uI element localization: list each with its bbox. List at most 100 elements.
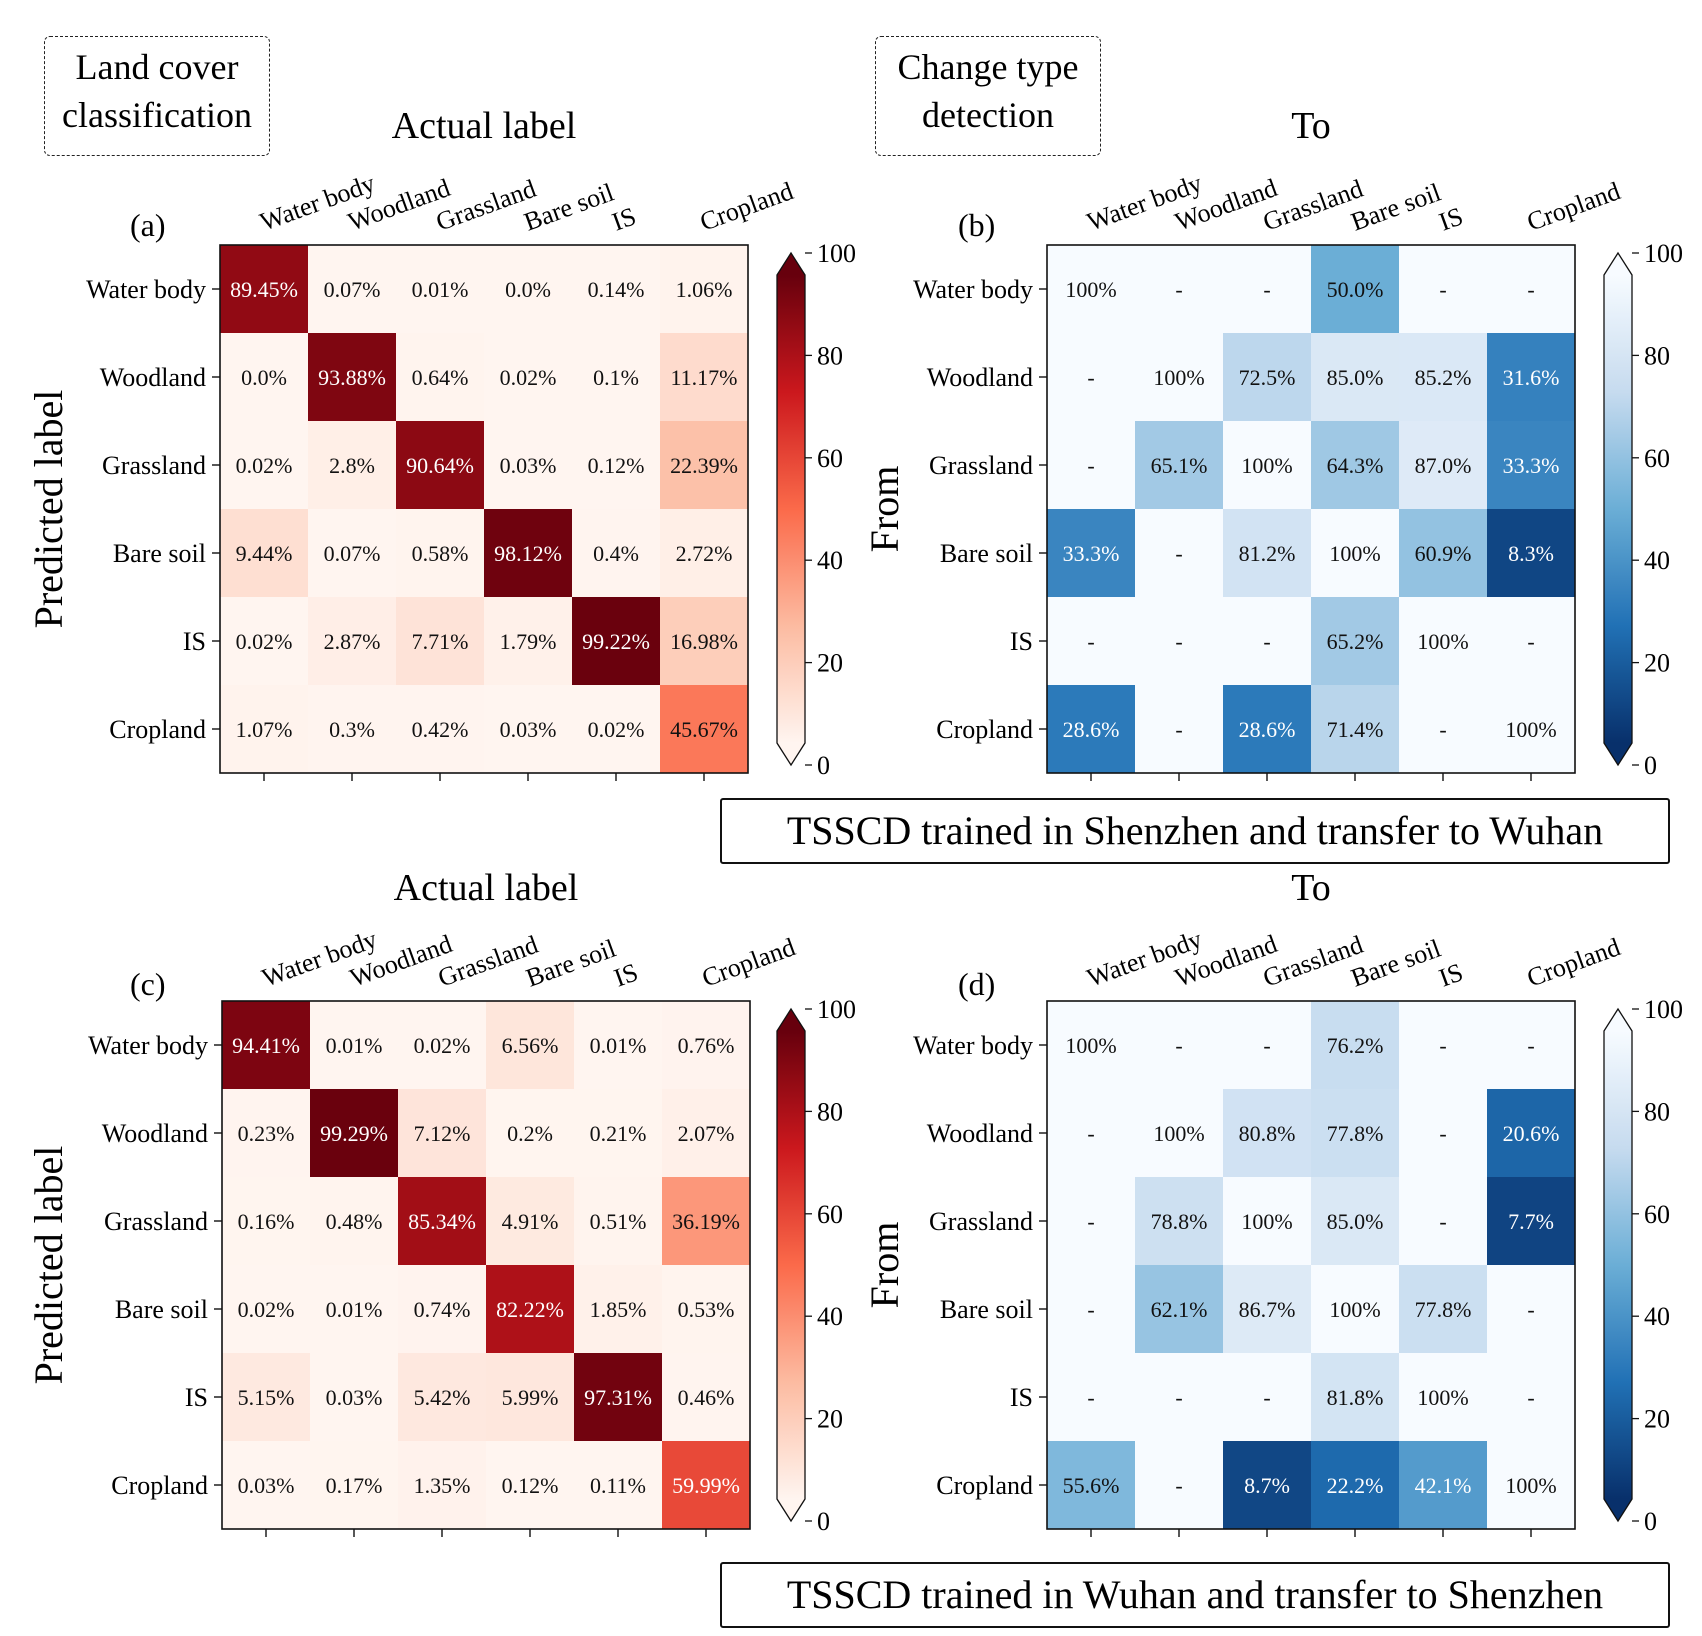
y-axis-title: Predicted label [26, 390, 71, 629]
cell-value-label: - [1263, 277, 1270, 302]
heatmap-cell [1047, 1441, 1136, 1530]
cell-value-label: - [1175, 277, 1182, 302]
heatmap-cell [1135, 1177, 1224, 1266]
heatmap-cell [1311, 245, 1400, 334]
cell-value-label: - [1527, 629, 1534, 654]
cell-value-label: 7.7% [1508, 1209, 1554, 1234]
colorbar-tick-label: 40 [1644, 1302, 1670, 1331]
cell-value-label: - [1439, 1209, 1446, 1234]
x-tick-label-grassland: Grassland [434, 930, 542, 993]
cell-value-label: 90.64% [406, 453, 474, 478]
heatmap-cell [660, 421, 749, 510]
heatmap-cell [1487, 1177, 1576, 1266]
heatmap-cell [484, 685, 573, 774]
heatmap-cell [1135, 509, 1224, 598]
colorbar [1604, 1031, 1632, 1499]
colorbar-tick-label: 0 [1644, 1507, 1657, 1536]
heatmap-cell [574, 1441, 663, 1530]
colorbar-min-extend [777, 1499, 805, 1521]
heatmap-cell [1487, 1265, 1576, 1354]
cell-value-label: 100% [1505, 1473, 1556, 1498]
colorbar-tick-label: 80 [817, 1097, 843, 1126]
cell-value-label: 0.1% [593, 365, 639, 390]
cell-value-label: 77.8% [1327, 1121, 1384, 1146]
x-tick-label-is: IS [608, 201, 640, 236]
cell-value-label: 76.2% [1327, 1033, 1384, 1058]
heatmap-cell [486, 1001, 575, 1090]
heatmap-cell [310, 1089, 399, 1178]
cell-value-label: - [1439, 1033, 1446, 1058]
heatmap-cell [1135, 1089, 1224, 1178]
cell-value-label: 100% [1329, 1297, 1380, 1322]
heatmap-cell [1399, 1441, 1488, 1530]
cell-value-label: 0.03% [326, 1385, 383, 1410]
colorbar-outline [1603, 251, 1633, 767]
heatmap-cell [1399, 1001, 1488, 1090]
x-tick-label-cropland: Cropland [1523, 932, 1624, 992]
cell-value-label: 65.1% [1151, 453, 1208, 478]
cell-value-label: - [1263, 1385, 1270, 1410]
heatmap-frame [1046, 244, 1576, 774]
heatmap-cell [1311, 333, 1400, 422]
x-tick-label-bare-soil: Bare soil [1347, 934, 1444, 993]
cell-value-label: 31.6% [1503, 365, 1560, 390]
heatmap-cell [572, 597, 661, 686]
colorbar-tick-label: 20 [1644, 649, 1670, 678]
y-tick-label-woodland: Woodland [100, 363, 206, 392]
cell-value-label: - [1087, 453, 1094, 478]
cell-value-label: 59.99% [672, 1473, 740, 1498]
heatmap-cell [1223, 1177, 1312, 1266]
cell-value-label: 80.8% [1239, 1121, 1296, 1146]
colorbar-min-extend [1604, 1499, 1632, 1521]
y-tick-label-water-body: Water body [913, 275, 1033, 304]
colorbar-tick-label: 60 [1644, 1200, 1670, 1229]
cell-value-label: 0.48% [326, 1209, 383, 1234]
heatmap-cell [484, 597, 573, 686]
colorbar-outline [776, 1007, 806, 1523]
heatmap-cell [1135, 597, 1224, 686]
cell-value-label: 0.17% [326, 1473, 383, 1498]
cell-value-label: 2.8% [329, 453, 375, 478]
cell-value-label: - [1439, 1121, 1446, 1146]
heatmap-cell [1135, 1265, 1224, 1354]
cell-value-label: 0.02% [588, 717, 645, 742]
heatmap-cell [574, 1089, 663, 1178]
heatmap-cell [1223, 1265, 1312, 1354]
heatmap-cell [396, 597, 485, 686]
cell-value-label: 100% [1241, 1209, 1292, 1234]
cell-value-label: - [1527, 277, 1534, 302]
heatmap-cell [1311, 1001, 1400, 1090]
x-tick-label-grassland: Grassland [1259, 930, 1367, 993]
cell-value-label: 5.15% [238, 1385, 295, 1410]
heatmap-cell [572, 685, 661, 774]
cell-value-label: - [1263, 629, 1270, 654]
cell-value-label: 99.29% [320, 1121, 388, 1146]
cell-value-label: - [1263, 1033, 1270, 1058]
colorbar-tick-label: 60 [817, 444, 843, 473]
heatmap-cell [222, 1177, 311, 1266]
heatmap-cell [398, 1265, 487, 1354]
cell-value-label: 0.3% [329, 717, 375, 742]
cell-value-label: 0.03% [238, 1473, 295, 1498]
panel-label: (c) [130, 966, 166, 1002]
heatmap-cell [1311, 685, 1400, 774]
heatmap-cell [1135, 1001, 1224, 1090]
heatmap-cell [222, 1265, 311, 1354]
heatmap-cell [1047, 509, 1136, 598]
cell-value-label: 100% [1417, 629, 1468, 654]
heatmap-cell [1487, 597, 1576, 686]
heatmap-cell [396, 421, 485, 510]
cell-value-label: 81.8% [1327, 1385, 1384, 1410]
panel-title: To [1291, 867, 1331, 909]
cell-value-label: - [1527, 1033, 1534, 1058]
heatmap-cell [1223, 1441, 1312, 1530]
cell-value-label: 72.5% [1239, 365, 1296, 390]
cell-value-label: 78.8% [1151, 1209, 1208, 1234]
x-tick-label-cropland: Cropland [696, 176, 797, 236]
cell-value-label: - [1087, 1209, 1094, 1234]
heatmap-cell [398, 1001, 487, 1090]
heatmap-panel-a: 89.45% 0.07% 0.01% 0.0% 0.14% 1.06% 0.0% 93.88%… [26, 105, 856, 781]
cell-value-label: 0.01% [590, 1033, 647, 1058]
heatmap-cell [486, 1089, 575, 1178]
cell-value-label: 98.12% [494, 541, 562, 566]
